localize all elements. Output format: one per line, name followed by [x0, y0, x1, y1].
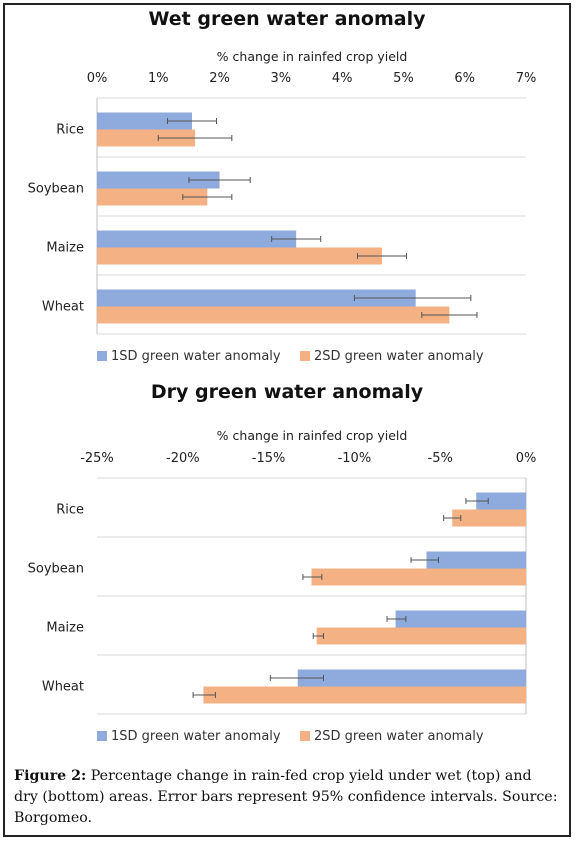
x-tick-label: 2% [209, 71, 230, 86]
bar [203, 686, 526, 704]
legend-label: 2SD green water anomaly [314, 729, 484, 744]
figure-caption: Figure 2: Percentage change in rain-fed … [14, 766, 559, 829]
bar [426, 551, 526, 569]
bar [97, 112, 192, 130]
bar [97, 247, 382, 265]
category-label: Maize [46, 621, 84, 636]
category-label: Maize [46, 241, 84, 256]
x-tick-label: -15% [252, 451, 286, 466]
legend-swatch [97, 351, 107, 361]
chart-wet: 0% 1% 2% 3% 4% 5% 6% 7% Rice Soybean Maize Wheat 1SD… [28, 71, 537, 364]
x-tick-label: -10% [338, 451, 372, 466]
chart-title-dry: Dry green water anomaly [151, 381, 424, 403]
bar [97, 306, 450, 324]
x-axis-label-dry: % change in rainfed crop yield [217, 428, 408, 443]
bar [97, 129, 196, 147]
x-axis-label-wet: % change in rainfed crop yield [217, 49, 408, 64]
x-tick-label: 1% [148, 71, 169, 86]
bar [97, 289, 416, 307]
category-label: Soybean [28, 562, 84, 577]
bar [395, 610, 526, 628]
x-tick-label: 6% [454, 71, 475, 86]
category-label: Wheat [42, 300, 84, 315]
legend-swatch [97, 731, 107, 741]
bar [297, 669, 526, 687]
x-tick-label: -20% [166, 451, 200, 466]
category-label: Soybean [28, 182, 84, 197]
bar [97, 171, 220, 189]
x-tick-label: 0% [516, 451, 537, 466]
legend-swatch [300, 731, 310, 741]
legend-label: 1SD green water anomaly [111, 349, 281, 364]
bar [97, 188, 208, 206]
x-tick-label: -5% [428, 451, 453, 466]
bar [97, 230, 297, 248]
x-tick-label: 3% [271, 71, 292, 86]
bar [476, 492, 526, 510]
x-tick-label: 7% [516, 71, 537, 86]
legend-swatch [300, 351, 310, 361]
x-tick-label: 5% [393, 71, 414, 86]
bar [311, 568, 526, 586]
chart-title-wet: Wet green water anomaly [149, 8, 427, 30]
x-tick-label: -25% [80, 451, 114, 466]
caption-label: Figure 2: [14, 768, 87, 784]
category-label: Rice [56, 503, 84, 518]
x-tick-label: 0% [87, 71, 108, 86]
bar [316, 627, 526, 645]
bar [452, 509, 526, 527]
category-label: Rice [56, 123, 84, 138]
caption-text: Percentage change in rain-fed crop yield… [14, 768, 558, 826]
x-tick-label: 4% [332, 71, 353, 86]
category-label: Wheat [42, 680, 84, 695]
chart-dry: -25% -20% -15% -10% -5% 0% Rice Soybean Maize Whe… [28, 451, 537, 744]
legend-label: 1SD green water anomaly [111, 729, 281, 744]
legend-label: 2SD green water anomaly [314, 349, 484, 364]
